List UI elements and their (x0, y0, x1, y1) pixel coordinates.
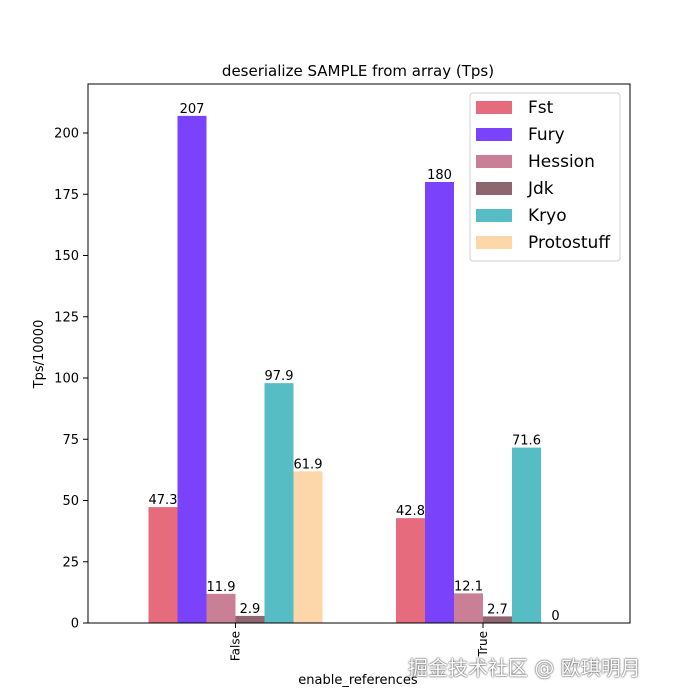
bar-fury-false (177, 115, 207, 623)
legend-label-hession: Hession (528, 152, 595, 172)
plot-frame (87, 83, 631, 624)
y-tick-label-100: 100 (54, 372, 79, 387)
legend-label-jdk: Jdk (527, 179, 554, 199)
legend-swatch-fury (476, 128, 512, 141)
data-label-fst-false: 47.3 (149, 493, 178, 508)
x-tick-label-true: True (476, 631, 490, 658)
data-label-jdk-true: 2.7 (487, 602, 508, 617)
y-tick-label-50: 50 (62, 494, 79, 509)
legend-swatch-kryo (476, 209, 512, 222)
data-label-protostuff-false: 61.9 (294, 457, 323, 472)
y-axis-label: Tps/10000 (32, 320, 47, 390)
legend: Fst Fury Hession Jdk Kryo Protostuff (469, 92, 621, 262)
y-tick-label-200: 200 (54, 127, 79, 142)
legend-swatch-hession (476, 155, 512, 168)
plot-area: 47.3 207 11.9 2.9 97.9 61.9 False 42.8 180 12.1 2.… (54, 83, 631, 661)
y-tick-label-175: 175 (54, 188, 79, 203)
data-label-jdk-false: 2.9 (240, 602, 261, 617)
bar-kryo-true (512, 447, 541, 623)
data-label-kryo-true: 71.6 (512, 434, 541, 449)
y-tick-label-0: 0 (71, 617, 79, 632)
bar-jdk-true (483, 616, 512, 623)
y-tick-label-150: 150 (54, 249, 79, 264)
data-label-kryo-false: 97.9 (265, 369, 294, 384)
bar-hession-true (454, 593, 483, 623)
legend-label-kryo: Kryo (528, 206, 567, 226)
data-label-protostuff-true: 0 (551, 609, 559, 624)
legend-swatch-fst (476, 101, 512, 114)
bar-jdk-false (235, 615, 265, 623)
data-label-fst-true: 42.8 (396, 504, 425, 519)
bar-kryo-false (264, 383, 294, 623)
watermark-text: 掘金技术社区 @ 欧琪明月 (408, 656, 641, 680)
legend-label-fst: Fst (528, 98, 554, 118)
data-label-hession-true: 12.1 (454, 579, 483, 594)
data-label-fury-false: 207 (180, 102, 205, 117)
data-label-fury-true: 180 (427, 168, 452, 183)
legend-swatch-jdk (476, 182, 512, 195)
data-label-hession-false: 11.9 (207, 580, 236, 595)
y-tick-label-75: 75 (62, 433, 79, 448)
y-tick-label-125: 125 (54, 310, 79, 325)
x-axis-label: enable_references (298, 673, 418, 688)
bar-fury-true (425, 182, 454, 623)
legend-swatch-protostuff (476, 236, 512, 249)
chart-title: deserialize SAMPLE from array (Tps) (222, 62, 494, 80)
x-tick-label-false: False (229, 631, 243, 661)
y-tick-label-25: 25 (62, 555, 79, 570)
legend-label-protostuff: Protostuff (528, 233, 611, 253)
bar-fst-true (396, 518, 425, 623)
bar-protostuff-false (293, 471, 323, 623)
legend-label-fury: Fury (528, 125, 565, 145)
bar-hession-false (206, 593, 236, 623)
bar-fst-false (148, 507, 178, 623)
